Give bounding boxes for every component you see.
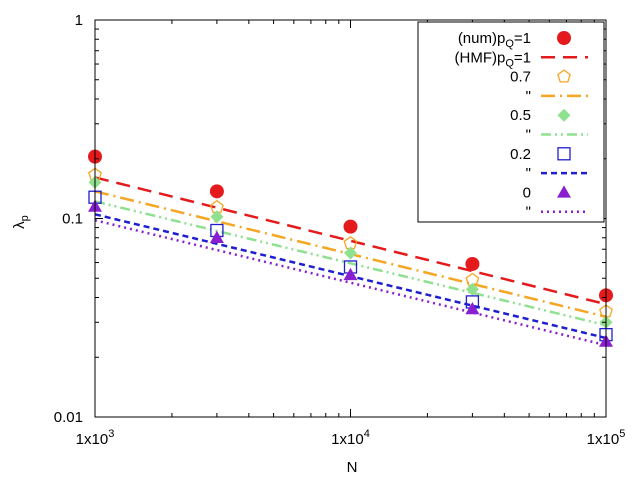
- y-axis-label: λp: [11, 215, 31, 229]
- series-4-point: [344, 246, 357, 260]
- legend-label: 0.2: [510, 146, 531, 163]
- series-0-point: [343, 219, 358, 234]
- x-tick-label-exponent: 4: [364, 428, 370, 440]
- legend-label-sub: Q: [505, 57, 514, 69]
- legend-label-tail: =1: [514, 30, 531, 47]
- series-4-point: [465, 282, 479, 296]
- legend-label: (HMF)pQ=1: [455, 49, 532, 69]
- legend-marker-sample: [557, 69, 571, 83]
- legend-label-main: ": [526, 127, 531, 144]
- x-tick-label: 1x103: [76, 428, 115, 448]
- legend-label-tail: =1: [514, 49, 531, 66]
- legend-marker-sample: [557, 108, 571, 122]
- x-axis-label: N: [347, 459, 358, 476]
- x-tick-label-base: 1x10: [587, 431, 620, 448]
- legend-label-main: (num)p: [458, 30, 506, 47]
- legend-marker-sample: [557, 185, 571, 198]
- legend-label: ": [526, 127, 531, 144]
- legend-label: ": [526, 204, 531, 221]
- y-axis-label-sub: p: [19, 215, 31, 221]
- legend-marker-sample: [557, 31, 571, 45]
- x-tick-label: 1x105: [587, 428, 626, 448]
- series-8-point: [343, 267, 358, 281]
- x-tick-label-base: 1x10: [331, 431, 364, 448]
- legend-label-main: ": [526, 204, 531, 221]
- legend-label-main: 0.2: [510, 146, 531, 163]
- series-8-point: [465, 302, 480, 315]
- legend-label-main: ": [526, 165, 531, 182]
- series-4-point: [210, 210, 224, 224]
- x-tick-label-base: 1x10: [76, 431, 109, 448]
- legend-label-main: ": [526, 88, 531, 105]
- legend-marker-sample: [557, 147, 571, 161]
- x-tick-label: 1x104: [331, 428, 370, 448]
- y-tick-label: 0.1: [62, 211, 83, 228]
- legend-label-main: 0.5: [510, 107, 531, 124]
- x-tick-label-exponent: 3: [108, 428, 114, 440]
- legend-box: [417, 21, 605, 223]
- series-0-point: [465, 256, 480, 271]
- series-0-point: [209, 184, 224, 199]
- legend-label: ": [526, 165, 531, 182]
- legend: (num)pQ=1(HMF)pQ=10.7"0.5"0.2"0": [417, 21, 605, 223]
- legend-label: (num)pQ=1: [458, 30, 531, 50]
- legend-label: 0.5: [510, 107, 531, 124]
- legend-label-sub: Q: [505, 38, 514, 50]
- x-tick-label-exponent: 5: [619, 428, 625, 440]
- legend-label-main: 0: [523, 184, 531, 201]
- legend-label: 0: [523, 184, 531, 201]
- series-5-fit-line: [94, 200, 607, 327]
- series-8-point: [209, 230, 224, 243]
- y-axis-label-main: λ: [11, 221, 28, 229]
- legend-label: 0.7: [510, 69, 531, 86]
- legend-label-main: 0.7: [510, 69, 531, 86]
- legend-label: ": [526, 88, 531, 105]
- legend-label-main: (HMF)p: [455, 49, 506, 66]
- y-tick-label: 0.01: [54, 409, 83, 426]
- y-tick-label: 1: [75, 12, 83, 29]
- series-9-fit-line: [94, 219, 607, 347]
- chart-marks: [88, 149, 613, 347]
